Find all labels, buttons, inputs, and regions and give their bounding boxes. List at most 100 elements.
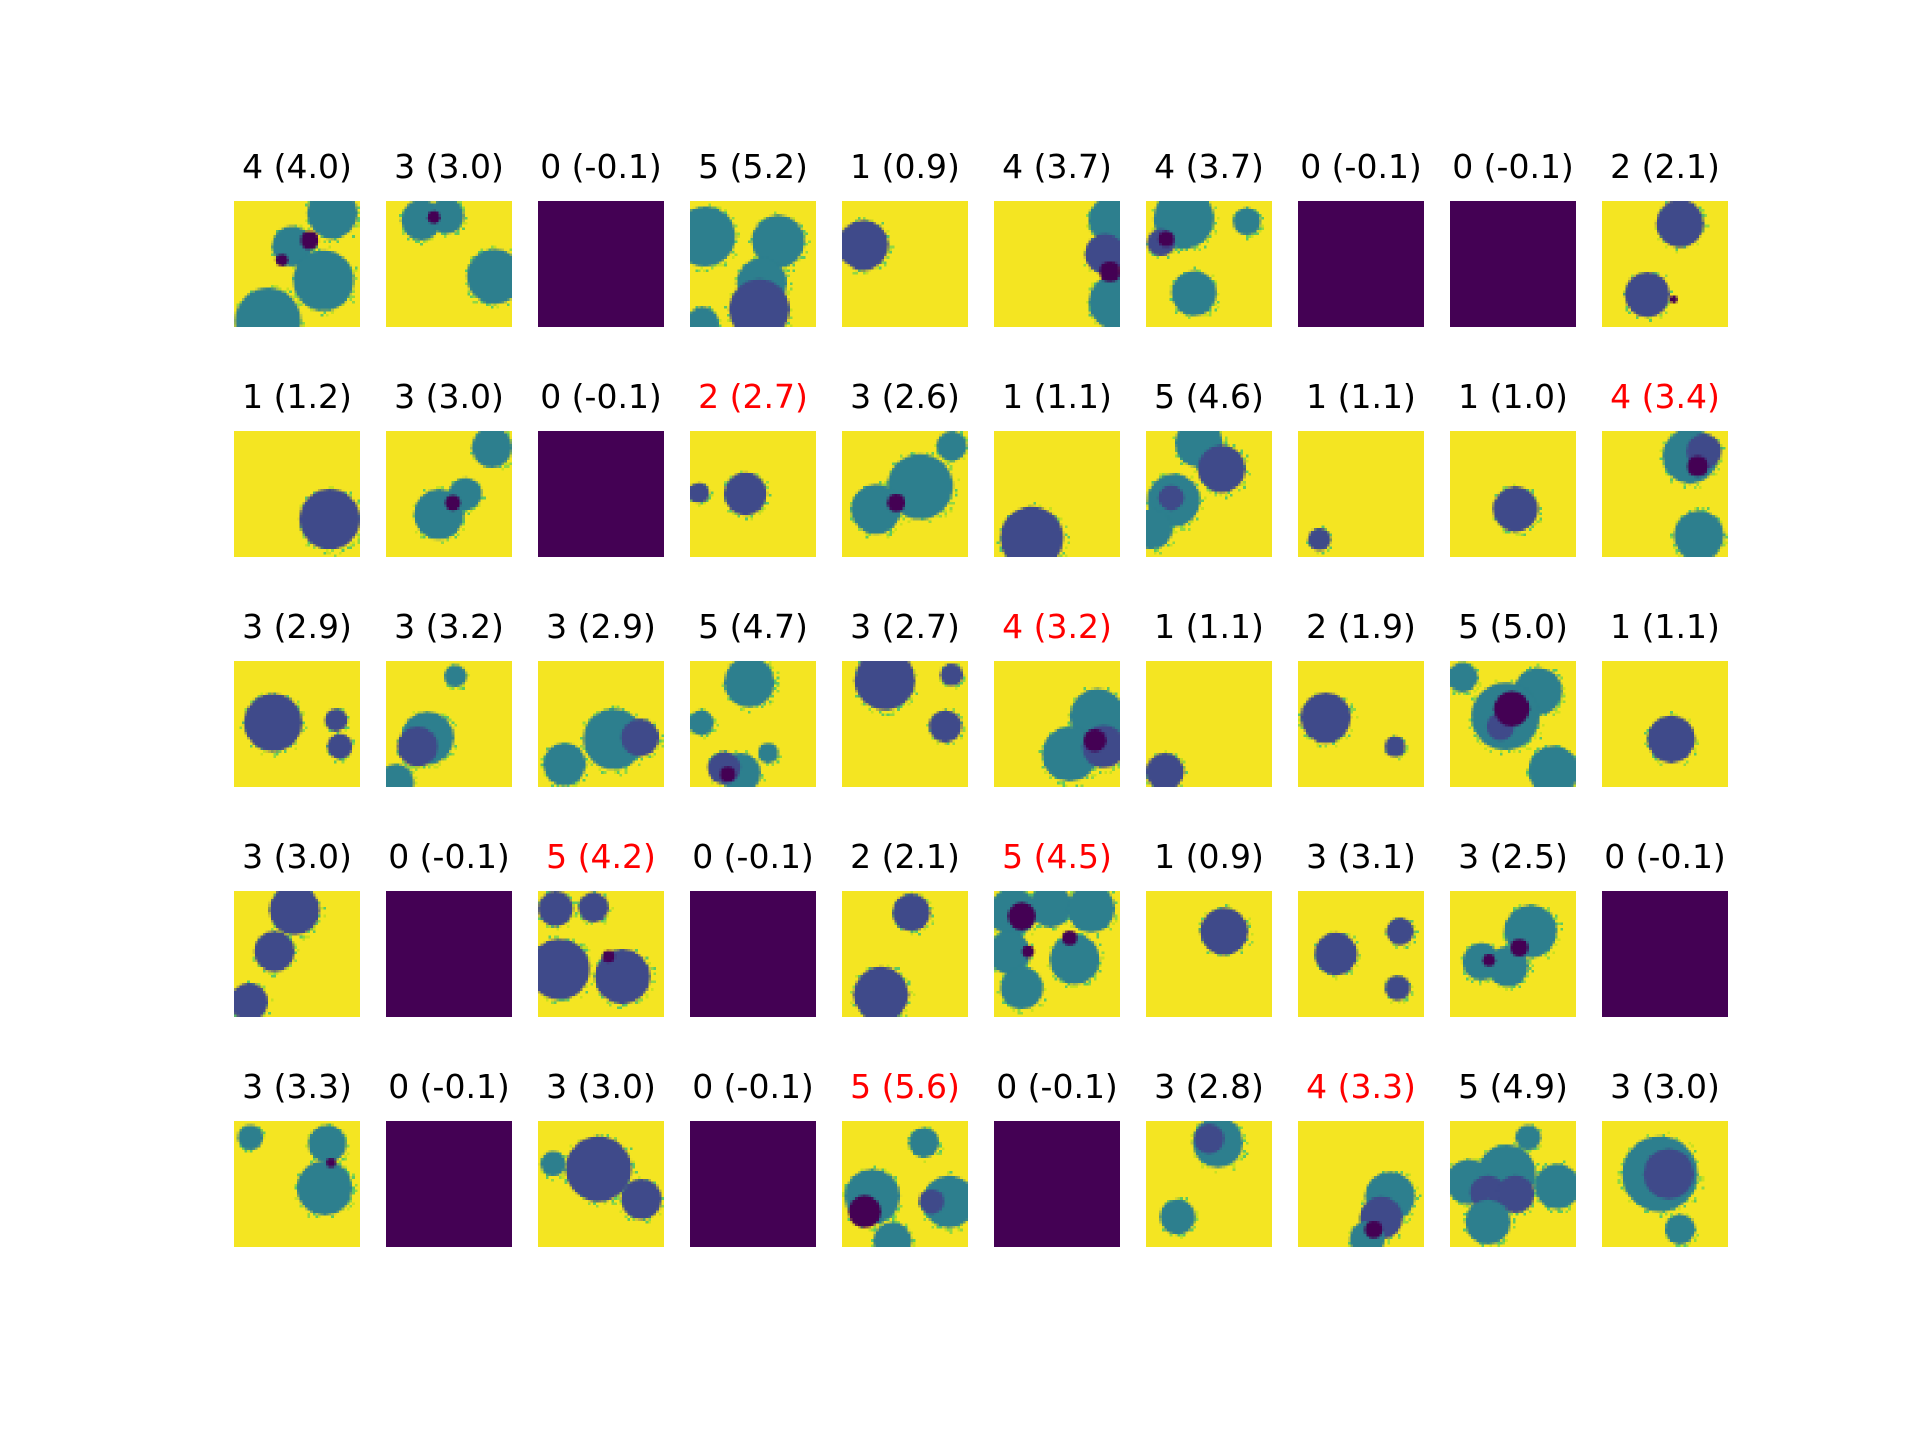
sample-image [386,891,512,1017]
panel-title: 5 (4.5) [1002,837,1112,876]
sample-image [1602,661,1728,787]
panel: 5 (4.7) [690,610,816,787]
panel-title: 4 (3.3) [1306,1067,1416,1106]
sample-image [1146,1121,1272,1247]
panel: 2 (1.9) [1298,610,1424,787]
panel: 1 (0.9) [842,150,968,327]
sample-image [1450,201,1576,327]
panel-title: 1 (1.2) [242,377,352,416]
panel-title: 3 (3.1) [1306,837,1416,876]
sample-image [1450,661,1576,787]
panel-title: 3 (2.5) [1458,837,1568,876]
panel: 4 (3.7) [994,150,1120,327]
sample-image [842,891,968,1017]
panel: 3 (2.7) [842,610,968,787]
sample-image [234,1121,360,1247]
panel-title: 3 (3.0) [242,837,352,876]
prediction-grid-figure: 4 (4.0) 3 (3.0) 0 (-0.1) 5 (5.2) 1 (0.9) 4 (3… [234,150,1728,1247]
sample-image [386,201,512,327]
sample-image [994,661,1120,787]
panel-title: 1 (0.9) [850,147,960,186]
sample-image [1602,431,1728,557]
sample-image [994,201,1120,327]
panel: 2 (2.7) [690,380,816,557]
sample-image [690,891,816,1017]
sample-image [234,891,360,1017]
panel-title: 2 (1.9) [1306,607,1416,646]
sample-image [538,201,664,327]
panel-title: 4 (4.0) [242,147,352,186]
sample-image [538,661,664,787]
panel: 3 (2.5) [1450,840,1576,1017]
panel-title: 3 (3.0) [394,377,504,416]
sample-image [538,431,664,557]
sample-image [994,431,1120,557]
sample-image [386,431,512,557]
panel-title: 1 (1.1) [1002,377,1112,416]
panel: 2 (2.1) [1602,150,1728,327]
sample-image [1146,661,1272,787]
sample-image [1602,891,1728,1017]
panel-title: 5 (4.6) [1154,377,1264,416]
sample-image [994,891,1120,1017]
panel-title: 1 (1.1) [1610,607,1720,646]
panel: 5 (4.9) [1450,1070,1576,1247]
panel-title: 4 (3.2) [1002,607,1112,646]
panel: 3 (3.0) [538,1070,664,1247]
sample-image [538,1121,664,1247]
panel: 5 (4.5) [994,840,1120,1017]
panel-title: 5 (4.9) [1458,1067,1568,1106]
panel-title: 5 (5.2) [698,147,808,186]
panel: 0 (-0.1) [538,380,664,557]
panel-title: 0 (-0.1) [1300,147,1422,186]
panel-title: 0 (-0.1) [540,147,662,186]
panel: 0 (-0.1) [690,1070,816,1247]
panel: 0 (-0.1) [386,840,512,1017]
sample-image [1298,891,1424,1017]
panel: 1 (1.1) [1146,610,1272,787]
panel: 0 (-0.1) [1450,150,1576,327]
panel: 2 (2.1) [842,840,968,1017]
panel: 3 (2.9) [234,610,360,787]
sample-image [842,431,968,557]
panel-title: 2 (2.1) [1610,147,1720,186]
panel-title: 5 (5.0) [1458,607,1568,646]
panel: 4 (3.7) [1146,150,1272,327]
panel-title: 3 (3.3) [242,1067,352,1106]
panel: 0 (-0.1) [386,1070,512,1247]
sample-image [994,1121,1120,1247]
sample-image [234,661,360,787]
sample-image [1450,891,1576,1017]
panel-title: 5 (4.2) [546,837,656,876]
sample-image [234,201,360,327]
sample-image [386,1121,512,1247]
panel: 3 (3.1) [1298,840,1424,1017]
panel: 4 (3.3) [1298,1070,1424,1247]
panel-title: 5 (4.7) [698,607,808,646]
sample-image [1298,431,1424,557]
panel: 3 (3.0) [386,380,512,557]
sample-image [538,891,664,1017]
sample-image [690,1121,816,1247]
sample-image [690,431,816,557]
panel-title: 3 (3.0) [546,1067,656,1106]
panel: 4 (3.4) [1602,380,1728,557]
panel-title: 0 (-0.1) [692,837,814,876]
sample-image [842,1121,968,1247]
panel: 0 (-0.1) [538,150,664,327]
sample-image [234,431,360,557]
panel-title: 0 (-0.1) [1604,837,1726,876]
panel: 0 (-0.1) [690,840,816,1017]
panel-title: 3 (3.2) [394,607,504,646]
sample-image [1146,431,1272,557]
sample-image [1146,891,1272,1017]
panel: 1 (1.1) [1602,610,1728,787]
panel: 1 (1.0) [1450,380,1576,557]
panel: 0 (-0.1) [1602,840,1728,1017]
panel: 5 (4.2) [538,840,664,1017]
panel-title: 0 (-0.1) [388,837,510,876]
panel-title: 3 (2.9) [242,607,352,646]
panel-title: 1 (1.1) [1154,607,1264,646]
panel-title: 1 (1.0) [1458,377,1568,416]
panel-title: 0 (-0.1) [996,1067,1118,1106]
